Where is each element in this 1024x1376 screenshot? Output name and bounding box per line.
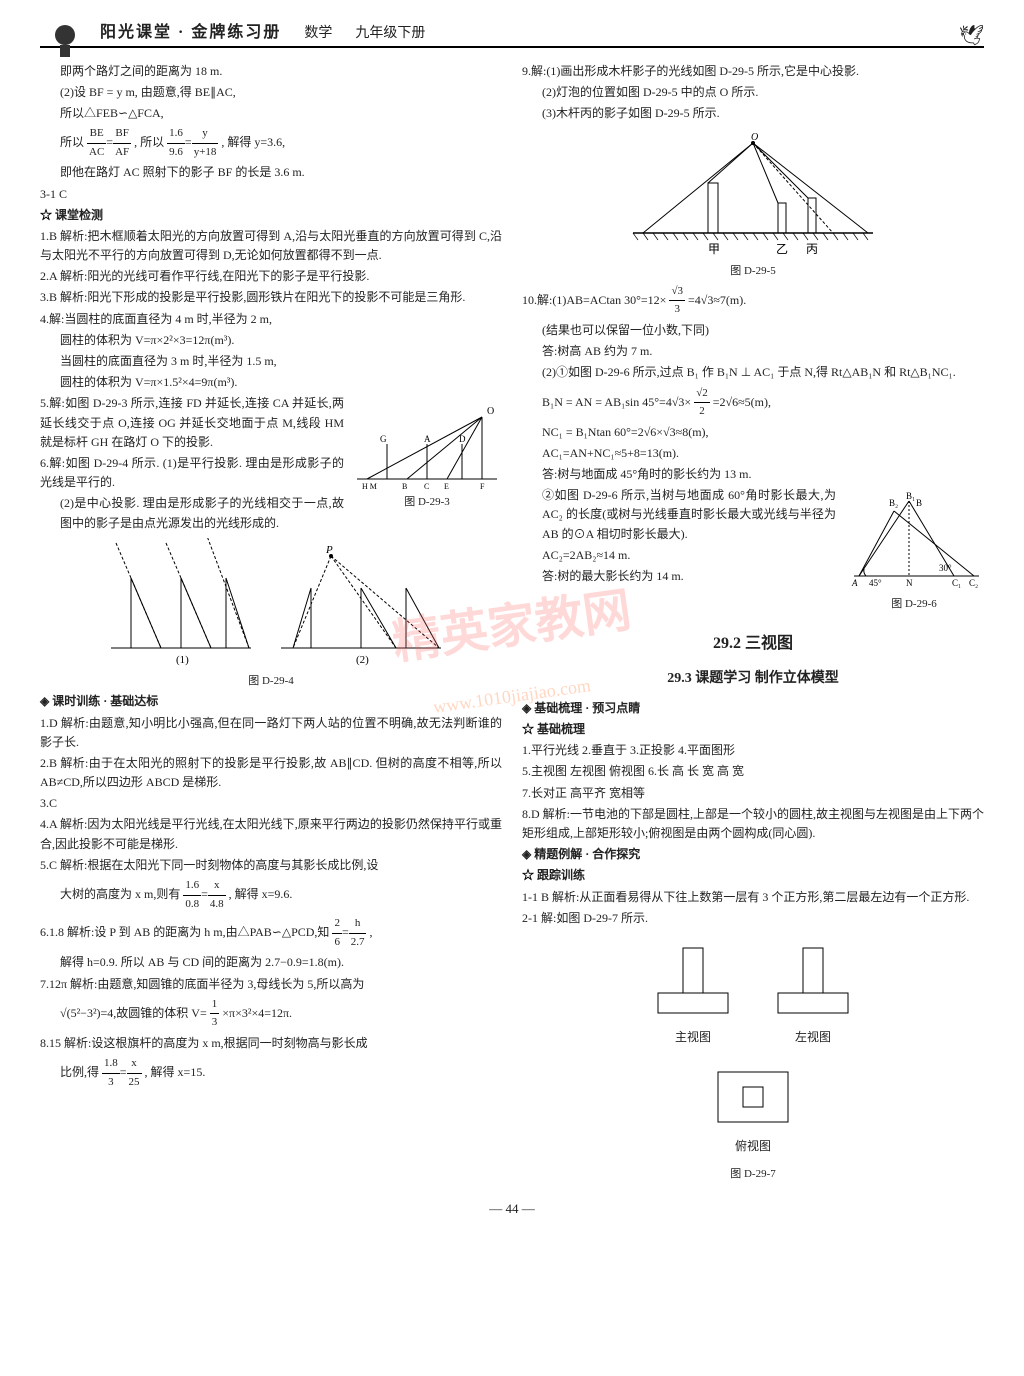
svg-text:丙: 丙 — [806, 242, 818, 256]
answer-item: 3.B 解析:阳光下形成的投影是平行投影,圆形铁片在阳光下的投影不可能是三角形. — [40, 288, 502, 307]
left-column: 即两个路灯之间的距离为 18 m. (2)设 BF = y m, 由题意,得 B… — [40, 60, 502, 1184]
answer-item: 8.15 解析:设这根旗杆的高度为 x m,根据同一时刻物高与影长成 — [40, 1034, 502, 1053]
answer-item: 4.解:当圆柱的底面直径为 4 m 时,半径为 2 m, — [40, 310, 502, 329]
text-line: (2)①如图 D-29-6 所示,过点 B₁ 作 B₁N ⊥ AC₁ 于点 N,… — [522, 363, 984, 382]
grade-label: 九年级下册 — [355, 26, 425, 41]
svg-text:C₂: C₂ — [969, 578, 978, 588]
svg-text:F: F — [480, 482, 485, 489]
answer-item: 8.D 解析:一节电池的下部是圆柱,上部是一个较小的圆柱,故主视图与左视图是由上… — [522, 805, 984, 843]
section-heading: 基础梳理 — [522, 720, 984, 739]
view-label: 俯视图 — [708, 1137, 798, 1156]
svg-text:C₁: C₁ — [952, 578, 961, 588]
view-label: 左视图 — [768, 1028, 858, 1047]
svg-text:45°: 45° — [869, 578, 882, 588]
answer-item: 5.主视图 左视图 俯视图 6.长 高 长 宽 高 宽 — [522, 762, 984, 781]
text-line: NC₁ = B₁Ntan 60°=2√6×√3≈8(m), — [522, 423, 984, 442]
svg-text:乙: 乙 — [776, 242, 788, 256]
page-number: — 44 — — [40, 1199, 984, 1220]
text-line: 答:树与地面成 45°角时的影长约为 13 m. — [522, 465, 984, 484]
text-line: 当圆柱的底面直径为 3 m 时,半径为 1.5 m, — [40, 352, 502, 371]
text-line: √(5²−3²)=4,故圆锥的体积 V= 13 ×π×3²×4=12π. — [40, 996, 502, 1032]
text-line: 所以 BEAC=BFAF , 所以 1.69.6=yy+18 , 解得 y=3.… — [40, 125, 502, 161]
figure-d-29-5: O 甲 乙 丙 图 D-29-5 — [522, 128, 984, 281]
text-line: (结果也可以保留一位小数,下同) — [522, 321, 984, 340]
figure-d-29-4: (1) P (2) 图 D-29-4 — [40, 538, 502, 691]
text-line: 即他在路灯 AC 照射下的影子 BF 的长是 3.6 m. — [40, 163, 502, 182]
svg-text:B: B — [402, 482, 407, 489]
svg-text:H M: H M — [362, 482, 377, 489]
answer-item: 2.B 解析:由于在太阳光的照射下的投影是平行投影,故 AB∥CD. 但树的高度… — [40, 754, 502, 792]
page-header: 阳光课堂 · 金牌练习册 数学 九年级下册 🕊 — [40, 20, 984, 48]
answer-item: 6.1.8 解析:设 P 到 AB 的距离为 h m,由△PAB∽△PCD,知 … — [40, 915, 502, 951]
section-heading: 基础梳理 · 预习点睛 — [522, 699, 984, 718]
section-heading: 课时训练 · 基础达标 — [40, 692, 502, 711]
text-line: 比例,得 1.83=x25 , 解得 x=15. — [40, 1055, 502, 1091]
text-line: (2)灯泡的位置如图 D-29-5 中的点 O 所示. — [522, 83, 984, 102]
svg-text:D: D — [459, 434, 466, 444]
header-logo-icon — [40, 20, 90, 60]
chapter-heading: 29.2 三视图 — [522, 631, 984, 657]
bird-icon: 🕊 — [959, 20, 984, 52]
subject-label: 数学 — [304, 26, 332, 41]
svg-text:甲: 甲 — [708, 242, 720, 256]
answer-item: 2.A 解析:阳光的光线可看作平行线,在阳光下的影子是平行投影. — [40, 267, 502, 286]
figure-label: 图 D-29-5 — [522, 263, 984, 281]
svg-text:A: A — [851, 578, 858, 588]
chapter-heading: 29.3 课题学习 制作立体模型 — [522, 668, 984, 690]
answer-item: 4.A 解析:因为太阳光线是平行光线,在太阳光线下,原来平行两边的投影仍然保持平… — [40, 815, 502, 853]
answer-line: 3-1 C — [40, 185, 502, 204]
series-title: 阳光课堂 · 金牌练习册 — [100, 24, 281, 41]
section-heading: 跟踪训练 — [522, 866, 984, 885]
svg-text:E: E — [444, 482, 449, 489]
text-line: AC₁=AN+NC₁≈5+8=13(m). — [522, 444, 984, 463]
answer-item: 1-1 B 解析:从正面看易得从下往上数第一层有 3 个正方形,第二层最左边有一… — [522, 888, 984, 907]
text-line: 圆柱的体积为 V=π×2²×3=12π(m³). — [40, 331, 502, 350]
svg-text:G: G — [380, 434, 387, 444]
svg-text:(1): (1) — [176, 654, 189, 666]
svg-text:A: A — [424, 434, 431, 444]
answer-item: 9.解:(1)画出形成木杆影子的光线如图 D-29-5 所示,它是中心投影. — [522, 62, 984, 81]
text-line: 圆柱的体积为 V=π×1.5²×4=9π(m³). — [40, 373, 502, 392]
answer-item: 1.平行光线 2.垂直于 3.正投影 4.平面图形 — [522, 741, 984, 760]
svg-text:30°: 30° — [939, 563, 952, 573]
svg-text:(2): (2) — [356, 654, 369, 666]
figure-d-29-3: O G A D H M B C E F 图 D-29-3 — [352, 394, 502, 512]
answer-item: 5.C 解析:根据在太阳光下同一时刻物体的高度与其影长成比例,设 — [40, 856, 502, 875]
text-line: B₁N = AN = AB₁sin 45°=4√3× √22 =2√6≈5(m)… — [522, 385, 984, 421]
text-line: (3)木杆丙的影子如图 D-29-5 所示. — [522, 104, 984, 123]
figure-d-29-7: 主视图 左视图 俯视图 图 D-29-7 — [522, 938, 984, 1184]
answer-item: 3.C — [40, 794, 502, 813]
view-label: 主视图 — [648, 1028, 738, 1047]
svg-text:C: C — [424, 482, 429, 489]
answer-item: 7.长对正 高平齐 宽相等 — [522, 784, 984, 803]
svg-text:B₁: B₁ — [906, 491, 915, 501]
text-line: 所以△FEB∽△FCA, — [40, 104, 502, 123]
svg-text:N: N — [906, 578, 913, 588]
answer-item: 1.B 解析:把木框顺着太阳光的方向放置可得到 A,沿与太阳光垂直的方向放置可得… — [40, 227, 502, 265]
svg-text:B: B — [916, 498, 922, 508]
text-line: 解得 h=0.9. 所以 AB 与 CD 间的距离为 2.7−0.9=1.8(m… — [40, 953, 502, 972]
section-heading: 精题例解 · 合作探究 — [522, 845, 984, 864]
section-heading: 课堂检测 — [40, 206, 502, 225]
answer-item: 2-1 解:如图 D-29-7 所示. — [522, 909, 984, 928]
answer-item: 1.D 解析:由题意,知小明比小强高,但在同一路灯下两人站的位置不明确,故无法判… — [40, 714, 502, 752]
answer-item: 7.12π 解析:由题意,知圆锥的底面半径为 3,母线长为 5,所以高为 — [40, 975, 502, 994]
text-line: 即两个路灯之间的距离为 18 m. — [40, 62, 502, 81]
right-column: 9.解:(1)画出形成木杆影子的光线如图 D-29-5 所示,它是中心投影. (… — [522, 60, 984, 1184]
figure-label: 图 D-29-7 — [522, 1166, 984, 1184]
svg-text:O: O — [487, 406, 494, 417]
svg-text:B₂: B₂ — [889, 498, 898, 508]
answer-item: 10.解:(1)AB=ACtan 30°=12× √33 =4√3≈7(m). — [522, 283, 984, 319]
figure-d-29-6: A 45° B₂ B₁B N 30° C₁ C₂ 图 D-29-6 — [844, 486, 984, 614]
text-line: 答:树高 AB 约为 7 m. — [522, 342, 984, 361]
text-line: (2)设 BF = y m, 由题意,得 BE∥AC, — [40, 83, 502, 102]
figure-label: 图 D-29-3 — [352, 494, 502, 512]
text-line: 大树的高度为 x m,则有 1.60.8=x4.8 , 解得 x=9.6. — [40, 877, 502, 913]
figure-label: 图 D-29-4 — [40, 673, 502, 691]
figure-label: 图 D-29-6 — [844, 596, 984, 614]
